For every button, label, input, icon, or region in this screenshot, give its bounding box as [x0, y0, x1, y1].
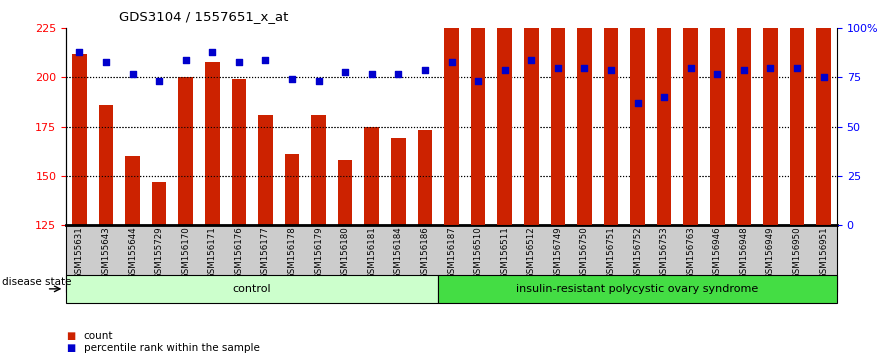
Bar [737, 0, 751, 225]
Bar [365, 126, 379, 225]
Point [418, 67, 432, 73]
Bar [285, 154, 300, 225]
Point [631, 100, 645, 106]
Point [498, 67, 512, 73]
Point [817, 75, 831, 80]
Bar [630, 0, 645, 225]
Bar [99, 105, 114, 225]
Point [524, 57, 538, 63]
Text: count: count [84, 331, 113, 341]
Text: GDS3104 / 1557651_x_at: GDS3104 / 1557651_x_at [119, 10, 288, 23]
Point [72, 49, 86, 55]
Bar [577, 0, 592, 225]
Bar [684, 0, 698, 225]
Bar [710, 0, 725, 225]
Point [285, 76, 299, 82]
Bar [498, 0, 512, 225]
Point [684, 65, 698, 70]
Point [604, 67, 618, 73]
Bar [72, 54, 86, 225]
Bar [789, 0, 804, 225]
Bar [524, 0, 538, 225]
Point [577, 65, 591, 70]
Point [444, 59, 458, 64]
Point [365, 71, 379, 76]
Bar [258, 115, 273, 225]
Bar [125, 156, 140, 225]
Point [152, 79, 167, 84]
Bar [391, 138, 405, 225]
Point [338, 69, 352, 74]
Bar [444, 0, 459, 225]
Point [737, 67, 751, 73]
Text: insulin-resistant polycystic ovary syndrome: insulin-resistant polycystic ovary syndr… [516, 284, 759, 294]
Bar [152, 182, 167, 225]
Text: ■: ■ [66, 343, 75, 353]
Text: percentile rank within the sample: percentile rank within the sample [84, 343, 260, 353]
Bar [657, 0, 671, 225]
Point [710, 71, 724, 76]
Bar [311, 115, 326, 225]
Point [205, 49, 219, 55]
Point [764, 65, 778, 70]
Bar [418, 131, 433, 225]
Bar [763, 0, 778, 225]
Point [179, 57, 193, 63]
Bar [551, 0, 565, 225]
Point [312, 79, 326, 84]
Point [790, 65, 804, 70]
Text: disease state: disease state [2, 278, 71, 287]
Bar [338, 160, 352, 225]
Bar [205, 62, 219, 225]
Bar [470, 0, 485, 225]
Bar [603, 0, 618, 225]
Text: ■: ■ [66, 331, 75, 341]
Bar [817, 0, 831, 225]
Point [99, 59, 113, 64]
Point [551, 65, 565, 70]
Text: control: control [233, 284, 271, 294]
Bar [232, 79, 246, 225]
Point [471, 79, 485, 84]
Point [258, 57, 272, 63]
Point [657, 94, 671, 100]
Point [391, 71, 405, 76]
Bar [178, 78, 193, 225]
Point [232, 59, 246, 64]
Point [125, 71, 139, 76]
